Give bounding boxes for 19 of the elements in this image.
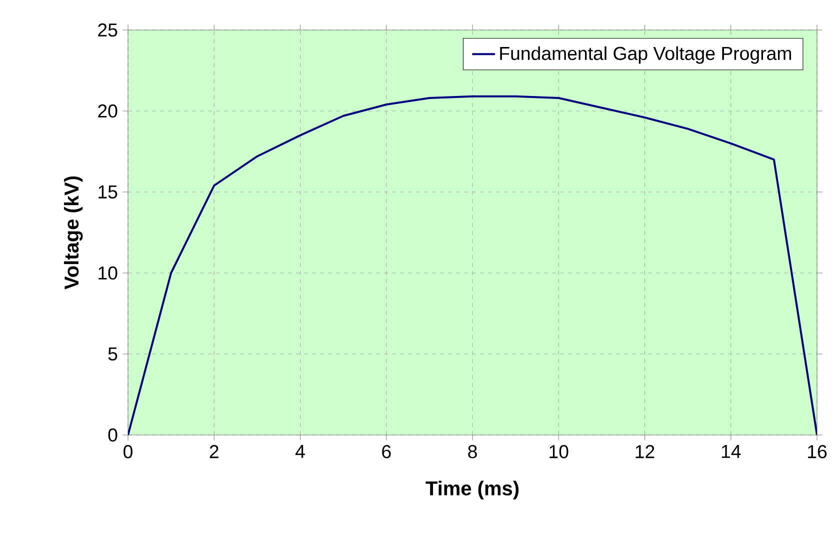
x-tick-label: 6 — [382, 445, 391, 458]
x-tick-label: 4 — [295, 445, 305, 458]
line-series — [128, 95, 818, 435]
y-tick-label: 0 — [108, 428, 118, 442]
x-tick-label: 10 — [550, 445, 568, 458]
x-tick-label: 2 — [210, 445, 218, 458]
y-axis-title: Voltage (kV) — [64, 176, 83, 290]
x-tick-label: 16 — [808, 445, 827, 458]
x-tick-label: 8 — [468, 445, 477, 458]
y-tick-label: 10 — [98, 266, 118, 280]
y-tick-label: 15 — [98, 185, 118, 199]
y-tick-label: 20 — [98, 104, 118, 118]
y-tick-label: 5 — [108, 347, 118, 361]
y-tick-label: 25 — [98, 23, 118, 37]
x-tick-label: 0 — [124, 445, 132, 458]
legend-label: Fundamental Gap Voltage Program — [500, 46, 792, 64]
x-axis-title: Time (ms) — [426, 480, 519, 500]
x-tick-label: 12 — [636, 445, 654, 458]
x-tick-label: 14 — [722, 445, 741, 458]
